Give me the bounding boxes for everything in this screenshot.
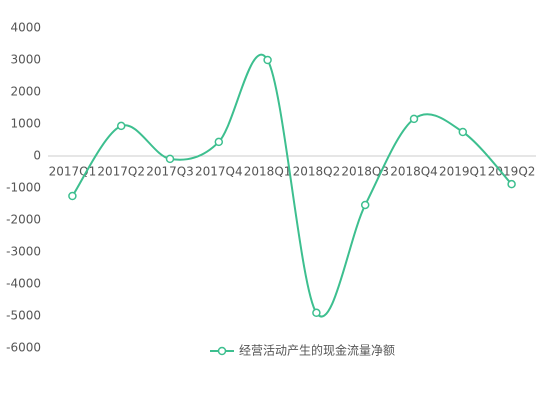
y-tick-label: -5000 [6, 309, 41, 323]
y-tick-label: 3000 [10, 53, 41, 67]
x-tick-label: 2019Q1 [439, 165, 487, 179]
y-tick-label: 4000 [10, 21, 41, 35]
x-tick-label: 2018Q3 [341, 165, 389, 179]
y-tick-label: -3000 [6, 245, 41, 259]
x-tick-label: 2018Q2 [293, 165, 341, 179]
x-tick-label: 2019Q2 [488, 165, 536, 179]
legend-label: 经营活动产生的现金流量净额 [239, 343, 395, 358]
x-tick-label: 2018Q1 [244, 165, 292, 179]
point [458, 127, 468, 137]
point [409, 114, 419, 124]
point [68, 191, 77, 201]
point [116, 121, 126, 131]
x-tick-label: 2017Q2 [97, 165, 145, 179]
point [507, 179, 516, 189]
y-tick-label: -4000 [6, 277, 41, 291]
line [71, 53, 513, 318]
x-tick-label: 2017Q4 [195, 165, 243, 179]
point [312, 308, 321, 318]
legend-marker [217, 346, 227, 356]
point [263, 55, 272, 65]
y-tick-label: 2000 [10, 85, 41, 99]
x-tick-label: 2017Q3 [146, 165, 194, 179]
y-tick-label: -2000 [6, 213, 41, 227]
point [165, 154, 175, 164]
point [360, 200, 370, 210]
y-tick-label: 1000 [10, 117, 41, 131]
y-tick-label: -1000 [6, 181, 41, 195]
y-tick-label: 0 [33, 149, 41, 163]
point [214, 137, 224, 147]
y-tick-label: -6000 [6, 341, 41, 355]
x-tick-label: 2018Q4 [390, 165, 438, 179]
